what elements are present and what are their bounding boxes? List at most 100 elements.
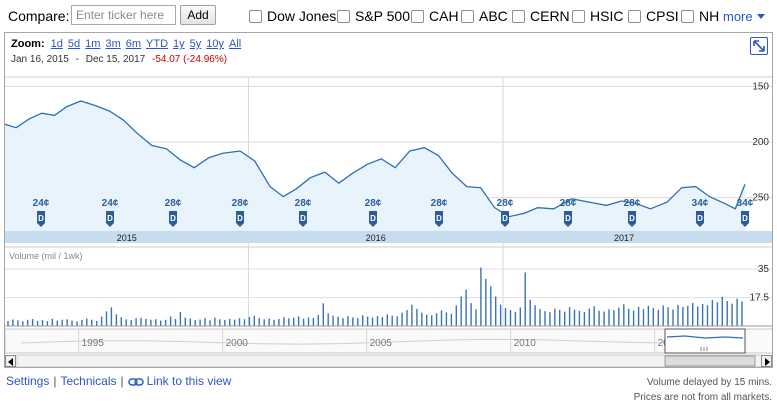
dividend-letter: D: [300, 214, 306, 223]
dividend-marker-icon: [564, 211, 572, 227]
link-to-view[interactable]: Link to this view: [146, 374, 232, 388]
checkbox[interactable]: [628, 10, 641, 23]
chart-frame: 250 200 150 24¢ D 24¢ D 28¢ D 28¢ D 28¢ D 28¢ D 28¢ D 28¢…: [4, 32, 773, 368]
navigator-selection: [664, 328, 746, 354]
zoom-controls: Zoom: 1d 5d 1m 3m 6m YTD 1y 5y 10y All: [11, 38, 246, 50]
checkbox[interactable]: [411, 10, 424, 23]
dividend-letter: D: [107, 214, 113, 223]
dividend-letter: D: [697, 214, 703, 223]
date-range: Jan 16, 2015 - Dec 15, 2017 -54.07 (-24.…: [11, 54, 227, 65]
navigator-year-label: 1995: [82, 338, 105, 349]
year-band: [5, 231, 772, 243]
volume-tick-label: 35: [758, 264, 770, 275]
more-link[interactable]: more: [723, 9, 765, 24]
price-tick-label: 200: [752, 137, 769, 148]
dividend-marker-icon: [741, 211, 749, 227]
dividend-amount: 28¢: [232, 198, 249, 209]
dividend-letter: D: [370, 214, 376, 223]
dividend-amount: 28¢: [624, 198, 641, 209]
volume-delay-note: Volume delayed by 15 mins.: [646, 377, 772, 388]
compare-abc[interactable]: ABC: [461, 8, 508, 24]
zoom-option[interactable]: 1d: [50, 38, 63, 50]
dividend-letter: D: [629, 214, 635, 223]
dividend-marker-icon: [106, 211, 114, 227]
zoom-option[interactable]: All: [229, 38, 242, 50]
compare-cpsi[interactable]: CPSI: [628, 8, 679, 24]
technicals-link[interactable]: Technicals: [60, 374, 117, 388]
checkbox[interactable]: [249, 10, 262, 23]
dividend-marker-icon: [299, 211, 307, 227]
chevron-down-icon: [756, 14, 765, 19]
dividend-marker-icon: [236, 211, 244, 227]
navigator-year-label: 2010: [514, 338, 537, 349]
dividend-marker-icon: [628, 211, 636, 227]
dividend-letter: D: [436, 214, 442, 223]
navigator-year-label: 2005: [370, 338, 393, 349]
price-tick-label: 150: [752, 82, 769, 93]
compare-nh[interactable]: NH: [681, 8, 719, 24]
dividend-letter: D: [170, 214, 176, 223]
dividend-marker-icon: [37, 211, 45, 227]
checkbox[interactable]: [512, 10, 525, 23]
settings-link[interactable]: Settings: [6, 374, 50, 388]
dividend-letter: D: [502, 214, 508, 223]
year-band-label: 2016: [366, 233, 386, 243]
separator: |: [53, 374, 57, 388]
compare-dow-jones[interactable]: Dow Jones: [249, 8, 336, 24]
navigator-year-label: 2000: [226, 338, 249, 349]
dividend-marker-icon: [501, 211, 509, 227]
range-separator: -: [75, 54, 79, 65]
zoom-option[interactable]: 1m: [85, 38, 101, 50]
year-band-label: 2015: [117, 233, 137, 243]
ticker-input[interactable]: [71, 5, 176, 25]
zoom-option[interactable]: 1y: [173, 38, 185, 50]
scroll-track: [16, 354, 763, 367]
scroll-thumb: [664, 355, 756, 367]
dividend-amount: 34¢: [737, 198, 754, 209]
navigator-selection-line: [666, 335, 744, 339]
navigator-history-line: [20, 338, 742, 345]
chain-link-icon: [127, 378, 144, 386]
zoom-label: Zoom:: [11, 38, 45, 50]
range-end: Dec 15, 2017: [85, 54, 146, 65]
dividend-letter: D: [38, 214, 44, 223]
dividend-amount: 28¢: [295, 198, 312, 209]
checkbox[interactable]: [572, 10, 585, 23]
expand-button[interactable]: [750, 37, 768, 55]
volume-tick-label: 17.5: [750, 293, 770, 304]
scroll-right-button[interactable]: [761, 355, 772, 367]
dividend-marker-icon: [435, 211, 443, 227]
zoom-option[interactable]: 5y: [189, 38, 202, 50]
zoom-option[interactable]: 10y: [206, 38, 225, 50]
zoom-option[interactable]: YTD: [146, 38, 169, 50]
dividend-amount: 34¢: [692, 198, 709, 209]
dividend-marker-icon: [696, 211, 704, 227]
separator: |: [120, 374, 124, 388]
range-start: Jan 16, 2015: [11, 54, 69, 65]
compare-cern[interactable]: CERN: [512, 8, 570, 24]
dividend-amount: 24¢: [102, 198, 119, 209]
price-area: [5, 101, 745, 231]
checkbox[interactable]: [461, 10, 474, 23]
compare-hsic[interactable]: HSIC: [572, 8, 623, 24]
scroll-left-button[interactable]: [5, 355, 16, 367]
dividend-letter: D: [565, 214, 571, 223]
zoom-option[interactable]: 3m: [105, 38, 121, 50]
dividend-marker-icon: [169, 211, 177, 227]
compare-bar: Compare: Add Dow Jones S&P 500 CAH ABC C…: [0, 0, 777, 32]
checkbox[interactable]: [681, 10, 694, 23]
zoom-option[interactable]: 5d: [67, 38, 81, 50]
compare-cah[interactable]: CAH: [411, 8, 459, 24]
price-tick-label: 250: [752, 193, 769, 204]
footer-links: Settings | Technicals | Link to this view: [6, 374, 231, 388]
year-band-label: 2017: [614, 233, 634, 243]
stock-chart[interactable]: 250 200 150 24¢ D 24¢ D 28¢ D 28¢ D 28¢ D 28¢ D 28¢ D 28¢…: [5, 33, 773, 368]
price-line: [5, 100, 746, 218]
dividend-amount: 28¢: [560, 198, 577, 209]
dividend-amount: 28¢: [497, 198, 514, 209]
dividend-amount: 28¢: [431, 198, 448, 209]
zoom-option[interactable]: 6m: [125, 38, 142, 50]
checkbox[interactable]: [337, 10, 350, 23]
add-button[interactable]: Add: [180, 5, 216, 25]
compare-sp500[interactable]: S&P 500: [337, 8, 410, 24]
